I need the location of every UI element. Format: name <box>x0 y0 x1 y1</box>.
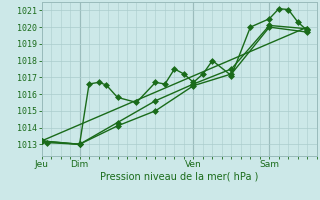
X-axis label: Pression niveau de la mer( hPa ): Pression niveau de la mer( hPa ) <box>100 172 258 182</box>
